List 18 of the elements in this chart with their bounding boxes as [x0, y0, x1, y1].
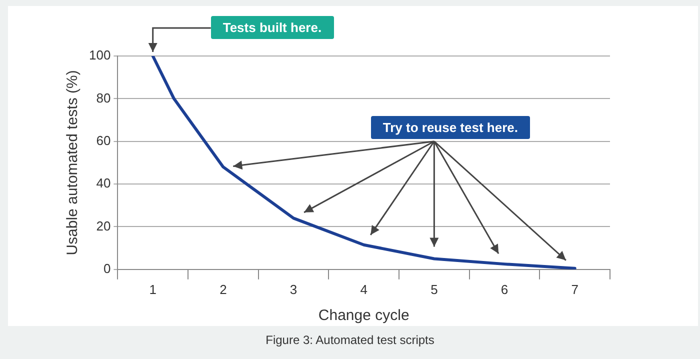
annotation: Tests built here.	[210, 16, 334, 39]
y-tick-label: 60	[96, 132, 111, 148]
y-tick-label: 20	[96, 218, 111, 234]
y-axis-title: Usable automated tests (%)	[64, 70, 82, 256]
x-tick-label: 3	[290, 282, 298, 297]
y-tick-label: 40	[96, 176, 111, 191]
y-tick-label: 100	[88, 48, 111, 63]
x-tick-label: 1	[149, 282, 156, 297]
x-tick-label: 6	[500, 282, 508, 297]
x-tick-label: 5	[430, 282, 438, 297]
x-tick-label: 2	[220, 282, 227, 297]
caption: Figure 3: Automated test scripts	[264, 333, 436, 347]
x-tick-label: 7	[571, 282, 578, 297]
y-tick-label: 0	[103, 260, 111, 276]
x-axis-title: Change cycle	[318, 307, 410, 324]
x-tick-label: 4	[360, 282, 368, 297]
annotation: Try to reuse test here.	[370, 116, 530, 139]
y-tick-label: 80	[96, 90, 111, 106]
